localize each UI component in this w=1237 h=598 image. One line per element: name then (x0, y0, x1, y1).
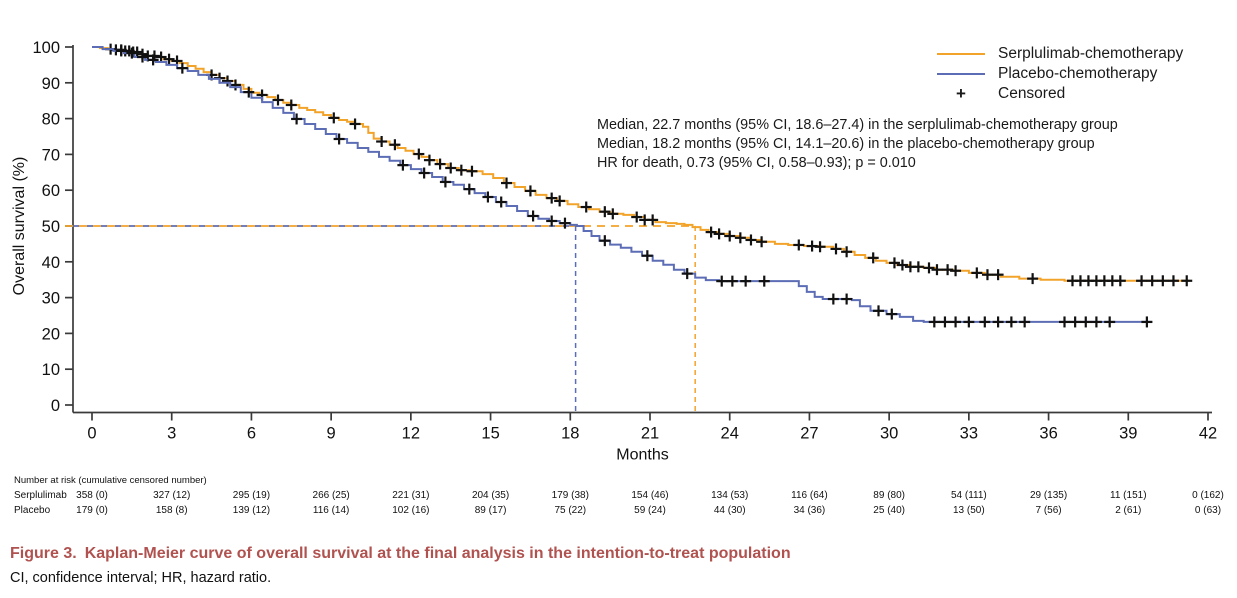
risk-row-label-serplulimab: Serplulimab (14, 490, 67, 501)
risk-value: 139 (12) (233, 505, 270, 516)
legend-label-serplulimab: Serplulimab-chemotherapy (998, 45, 1184, 62)
legend: Serplulimab-chemotherapy Placebo-chemoth… (936, 44, 1183, 104)
x-tick-label: 9 (327, 425, 336, 443)
risk-value: 116 (14) (313, 505, 350, 516)
y-tick-label: 50 (42, 218, 60, 236)
serplulimab-line-swatch (936, 53, 986, 55)
y-tick-label: 20 (42, 325, 60, 343)
annotation-line-2: Median, 18.2 months (95% CI, 14.1–20.6) … (597, 136, 1095, 152)
y-tick-label: 30 (42, 290, 60, 308)
risk-value: 179 (38) (552, 490, 589, 501)
y-tick-label: 0 (51, 397, 60, 415)
placebo-line-swatch (936, 73, 986, 75)
risk-row-label-placebo: Placebo (14, 505, 51, 516)
censored-plus-icon: + (956, 84, 966, 103)
figure-number: Figure 3. (10, 545, 77, 562)
x-tick-label: 36 (1039, 425, 1057, 443)
annotation-line-3: HR for death, 0.73 (95% CI, 0.58–0.93); … (597, 155, 916, 171)
placebo-censor-marks (115, 45, 1153, 328)
risk-value: 25 (40) (873, 505, 905, 516)
risk-value: 13 (50) (953, 505, 985, 516)
x-axis-title: Months (616, 447, 668, 464)
risk-value: 266 (25) (313, 490, 350, 501)
risk-value: 0 (63) (1195, 505, 1221, 516)
risk-value: 295 (19) (233, 490, 270, 501)
x-tick-label: 21 (641, 425, 659, 443)
risk-value: 221 (31) (392, 490, 429, 501)
risk-value: 327 (12) (153, 490, 190, 501)
risk-value: 89 (17) (475, 505, 507, 516)
y-tick-label: 100 (32, 39, 60, 57)
legend-label-censored: Censored (998, 85, 1066, 102)
risk-value: 158 (8) (156, 505, 188, 516)
x-tick-label: 15 (481, 425, 499, 443)
x-tick-label: 6 (247, 425, 256, 443)
annotation-line-1: Median, 22.7 months (95% CI, 18.6–27.4) … (597, 117, 1118, 133)
risk-value: 34 (36) (794, 505, 826, 516)
risk-value: 358 (0) (76, 490, 108, 501)
y-tick-label: 70 (42, 146, 60, 164)
x-tick-label: 3 (167, 425, 176, 443)
median-annotation-block: Median, 22.7 months (95% CI, 18.6–27.4) … (597, 116, 1118, 173)
risk-value: 134 (53) (711, 490, 748, 501)
y-tick-label: 40 (42, 254, 60, 272)
y-tick-label: 10 (42, 361, 60, 379)
x-tick-label: 30 (880, 425, 898, 443)
figure-title: Kaplan-Meier curve of overall survival a… (84, 545, 791, 562)
x-tick-label: 12 (402, 425, 420, 443)
risk-value: 0 (162) (1192, 490, 1224, 501)
legend-item-serplulimab: Serplulimab-chemotherapy (936, 44, 1183, 64)
risk-table: Number at risk (cumulative censored numb… (14, 475, 1224, 516)
y-tick-label: 60 (42, 182, 60, 200)
risk-table-header: Number at risk (cumulative censored numb… (14, 475, 207, 486)
x-tick-label: 27 (800, 425, 818, 443)
legend-item-placebo: Placebo-chemotherapy (936, 64, 1183, 84)
y-axis-title: Overall survival (%) (11, 157, 28, 296)
risk-value: 179 (0) (76, 505, 108, 516)
median-reference-lines (65, 225, 696, 413)
risk-value: 154 (46) (631, 490, 668, 501)
legend-item-censored: + Censored (936, 84, 1183, 104)
legend-label-placebo: Placebo-chemotherapy (998, 65, 1158, 82)
y-tick-label: 80 (42, 111, 60, 129)
risk-value: 2 (61) (1115, 505, 1141, 516)
x-tick-label: 24 (721, 425, 739, 443)
figure-footnote: CI, confidence interval; HR, hazard rati… (10, 570, 272, 586)
risk-value: 7 (56) (1036, 505, 1062, 516)
risk-value: 29 (135) (1030, 490, 1067, 501)
figure-caption: Figure 3. Kaplan-Meier curve of overall s… (10, 545, 791, 563)
risk-value: 102 (16) (392, 505, 429, 516)
x-tick-label: 42 (1199, 425, 1217, 443)
risk-value: 44 (30) (714, 505, 746, 516)
risk-value: 116 (64) (791, 490, 828, 501)
risk-value: 75 (22) (554, 505, 586, 516)
risk-value: 11 (151) (1110, 490, 1147, 501)
x-tick-label: 39 (1119, 425, 1137, 443)
risk-value: 59 (24) (634, 505, 666, 516)
risk-value: 204 (35) (472, 490, 509, 501)
x-tick-label: 0 (87, 425, 96, 443)
y-tick-label: 90 (42, 75, 60, 93)
risk-value: 54 (111) (951, 490, 987, 501)
x-tick-label: 33 (960, 425, 978, 443)
risk-value: 89 (80) (873, 490, 905, 501)
x-tick-label: 18 (561, 425, 579, 443)
